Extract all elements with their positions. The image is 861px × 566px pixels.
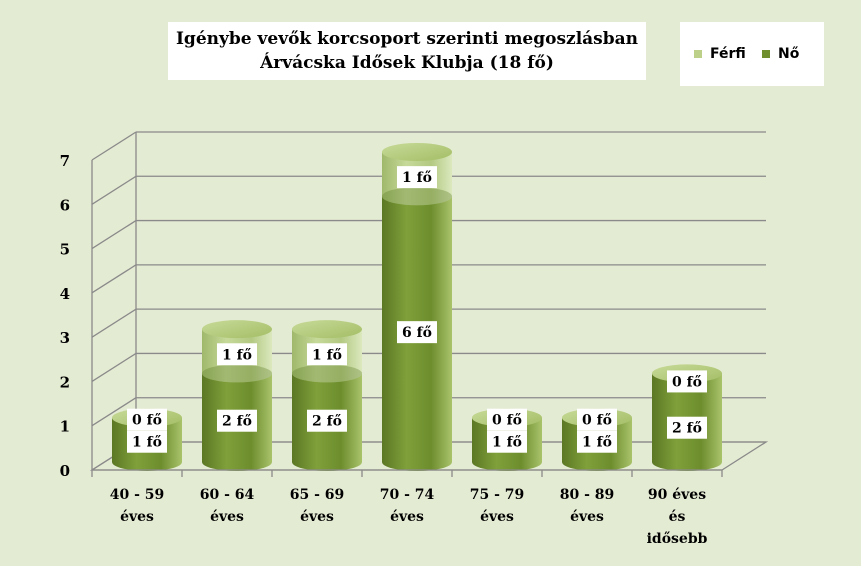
data-label-ferfi: 0 fő <box>582 413 612 429</box>
chart-title: Igénybe vevők korcsoport szerinti megosz… <box>175 29 638 49</box>
x-tick-label: 90 éves és idősebb <box>647 487 708 547</box>
data-label-no-box <box>217 409 257 432</box>
gridline-depth <box>91 308 137 338</box>
data-label-no: 6 fő <box>402 325 432 341</box>
data-label-no: 1 fő <box>492 435 522 451</box>
bar-top <box>202 320 272 339</box>
gridline-depth <box>91 352 137 382</box>
data-label-no-box <box>127 430 167 453</box>
data-label-no: 2 fő <box>672 421 702 437</box>
x-tick-label: 65 - 69 éves <box>290 487 345 525</box>
label-layer: 0 fő 1 fő 1 fő 2 fő 1 fő 2 fő 1 fő 6 fő 0 fő 1 fő… <box>127 166 707 453</box>
data-label-ferfi: 0 fő <box>132 413 162 429</box>
gridline-depth <box>91 264 137 294</box>
bar-seam <box>382 187 452 206</box>
chart-title-box: Igénybe vevők korcsoport szerinti megosz… <box>168 22 646 80</box>
data-label-no: 1 fő <box>582 435 612 451</box>
data-label-no-box <box>397 321 437 344</box>
legend-item-ferfi: Férfi <box>694 46 746 62</box>
x-tick-label: 75 - 79 éves <box>470 487 525 525</box>
data-label-ferfi-box <box>397 166 437 189</box>
x-tick-label: 80 - 89 éves <box>560 487 615 525</box>
y-tick-label: 7 <box>60 152 70 170</box>
data-label-ferfi: 0 fő <box>492 413 522 429</box>
gridline-depth <box>91 175 137 205</box>
data-label-no-box <box>307 409 347 432</box>
data-label-ferfi: 1 fő <box>312 347 342 363</box>
bar-layer <box>112 143 722 472</box>
x-tick-label: 40 - 59 éves <box>110 487 165 525</box>
x-tick-label: 70 - 74 éves <box>380 487 435 525</box>
x-tick-label: 60 - 64 éves <box>200 487 255 525</box>
bar-top <box>292 320 362 339</box>
bar-seam <box>292 364 362 383</box>
data-label-ferfi-box <box>217 343 257 366</box>
data-label-no: 2 fő <box>312 414 342 430</box>
y-tick-label: 3 <box>60 329 70 347</box>
data-label-no-box <box>577 430 617 453</box>
legend-label-ferfi: Férfi <box>710 46 746 62</box>
y-tick-label: 6 <box>60 196 70 214</box>
data-label-ferfi: 1 fő <box>222 347 252 363</box>
legend-label-no: Nő <box>778 46 800 62</box>
gridline-depth <box>91 397 137 427</box>
bar-top <box>382 143 452 161</box>
y-tick-label: 0 <box>60 462 70 480</box>
data-label-ferfi-box <box>667 370 707 393</box>
bar-seam <box>202 364 272 383</box>
data-label-no: 2 fő <box>222 414 252 430</box>
data-label-no-box <box>487 430 527 453</box>
data-label-ferfi: 0 fő <box>672 374 702 390</box>
y-tick-label: 5 <box>60 241 70 259</box>
gridline-depth <box>91 131 137 161</box>
axis-layer: 0 1 2 3 4 5 6 7 40 - 59 éves 60 - 64 éves 65 - 69 éve… <box>60 152 723 547</box>
data-label-ferfi-box <box>577 408 617 431</box>
data-label-no: 1 fő <box>132 435 162 451</box>
legend-swatch-ferfi <box>694 50 702 58</box>
data-label-no-box <box>667 416 707 439</box>
chart-subtitle: Árvácska Idősek Klubja (18 fő) <box>260 53 554 73</box>
legend-swatch-no <box>762 50 770 58</box>
data-label-ferfi-box <box>487 408 527 431</box>
data-label-ferfi: 1 fő <box>402 170 432 186</box>
data-label-ferfi-box <box>307 343 347 366</box>
data-label-ferfi-box <box>127 408 167 431</box>
y-tick-label: 2 <box>60 373 70 391</box>
legend-item-no: Nő <box>762 46 799 62</box>
legend: Férfi Nő <box>680 22 824 86</box>
y-tick-label: 4 <box>60 285 70 303</box>
y-tick-label: 1 <box>60 418 70 436</box>
gridline-depth <box>91 220 137 250</box>
